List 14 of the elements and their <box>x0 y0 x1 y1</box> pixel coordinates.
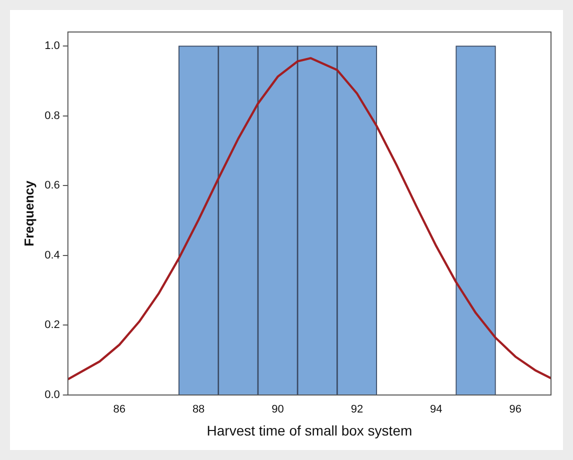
x-tick-label: 86 <box>113 404 126 416</box>
y-tick-label: 0.8 <box>44 110 60 122</box>
y-tick-label: 0.0 <box>44 389 60 402</box>
x-tick-label: 88 <box>192 404 205 416</box>
y-tick-label: 0.6 <box>44 180 60 192</box>
x-tick-label: 92 <box>350 404 364 416</box>
y-axis-title: Frequency <box>21 180 36 246</box>
x-tick-label: 94 <box>430 404 442 416</box>
y-tick-label: 0.4 <box>44 249 60 262</box>
x-tick-label: 96 <box>509 404 522 416</box>
y-tick-label: 0.2 <box>44 319 60 332</box>
x-axis-title: Harvest time of small box system <box>206 422 412 438</box>
x-tick-label: 90 <box>272 404 284 416</box>
y-tick-label: 1.0 <box>44 40 60 52</box>
